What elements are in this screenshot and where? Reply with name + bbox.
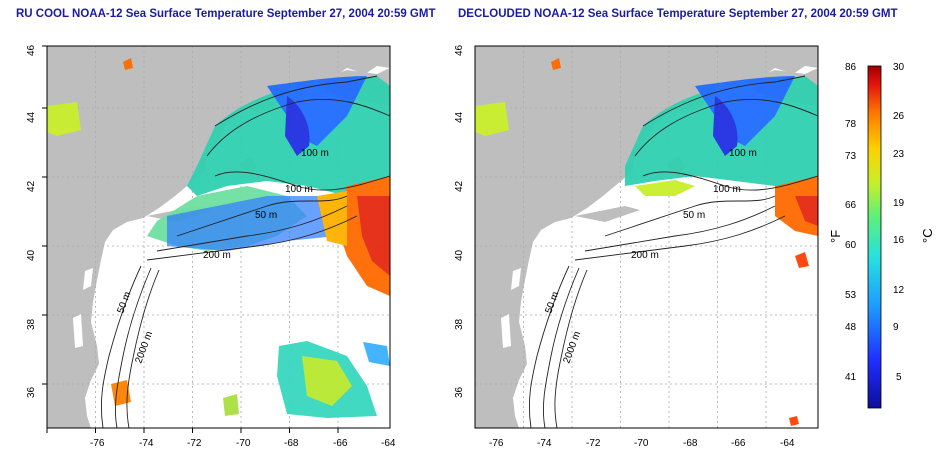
right-contour-label-4: 200 m [631, 250, 659, 261]
colorbar-c-tick: 30 [893, 62, 905, 73]
right-xtick: -74 [537, 438, 552, 449]
left-xtick: -74 [139, 438, 154, 449]
right-map: 100 m 100 m 50 m 200 m 50 m 2000 m [474, 45, 819, 429]
colorbar-c-tick: 16 [893, 235, 905, 246]
colorbar-f-tick: 41 [845, 372, 857, 383]
left-contour-label-3: 50 m [255, 210, 277, 221]
colorbar-f-tick: 86 [845, 62, 857, 73]
right-ytick: 40 [454, 249, 465, 261]
right-contour-label-3: 50 m [683, 210, 705, 221]
right-ytick: 44 [454, 111, 465, 123]
colorbar-f-tick: 48 [845, 322, 857, 333]
left-ytick: 40 [26, 249, 37, 261]
left-contour-label-1: 100 m [301, 148, 329, 159]
colorbar-f-tick: 73 [845, 151, 857, 162]
left-panel-title: RU COOL NOAA-12 Sea Surface Temperature … [16, 8, 436, 20]
colorbar-c-tick: 23 [893, 149, 905, 160]
colorbar-c-tick: 19 [893, 198, 905, 209]
right-xtick: -64 [780, 438, 795, 449]
right-panel-title: DECLOUDED NOAA-12 Sea Surface Temperatur… [458, 8, 898, 20]
right-xtick: -70 [634, 438, 649, 449]
right-contour-label-1: 100 m [729, 148, 757, 159]
right-axes: -76 -74 -72 -70 -68 -66 -64 36 38 40 42 … [454, 44, 795, 449]
right-ytick: 36 [454, 386, 465, 398]
right-ytick: 42 [454, 180, 465, 192]
left-xtick: -64 [381, 438, 396, 449]
right-xtick: -66 [731, 438, 746, 449]
left-contour-label-4: 200 m [203, 250, 231, 261]
left-ytick: 38 [26, 318, 37, 330]
colorbar-f-label: °F [828, 230, 843, 243]
colorbar-c-tick: 9 [893, 322, 899, 333]
right-ytick: 38 [454, 318, 465, 330]
left-ytick: 42 [26, 180, 37, 192]
colorbar: 86 78 73 66 60 53 48 41 30 26 23 19 16 1… [828, 62, 935, 409]
colorbar-c-tick: 12 [893, 285, 905, 296]
left-xtick: -70 [236, 438, 251, 449]
right-xtick: -76 [489, 438, 504, 449]
left-xtick: -68 [284, 438, 299, 449]
colorbar-c-tick: 26 [893, 111, 905, 122]
colorbar-f-tick: 53 [845, 290, 857, 301]
colorbar-f-tick: 78 [845, 119, 857, 130]
left-xtick: -66 [333, 438, 348, 449]
right-contour-label-2: 100 m [713, 184, 741, 195]
colorbar-c-tick: 5 [896, 372, 902, 383]
left-map: 100 m 100 m 50 m 200 m 50 m 2000 m [46, 45, 391, 429]
right-ytick: 46 [454, 44, 465, 56]
left-xtick: -72 [187, 438, 202, 449]
colorbar-f-tick: 60 [845, 240, 857, 251]
right-xtick: -68 [683, 438, 698, 449]
left-ytick: 36 [26, 386, 37, 398]
left-contour-label-2: 100 m [285, 184, 313, 195]
left-ytick: 46 [26, 44, 37, 56]
left-axes: -76 -74 -72 -70 -68 -66 -64 36 38 40 42 … [26, 44, 396, 449]
left-xtick: -76 [90, 438, 105, 449]
left-ytick: 44 [26, 111, 37, 123]
colorbar-c-label: °C [920, 228, 935, 243]
colorbar-f-tick: 66 [845, 200, 857, 211]
right-xtick: -72 [586, 438, 601, 449]
